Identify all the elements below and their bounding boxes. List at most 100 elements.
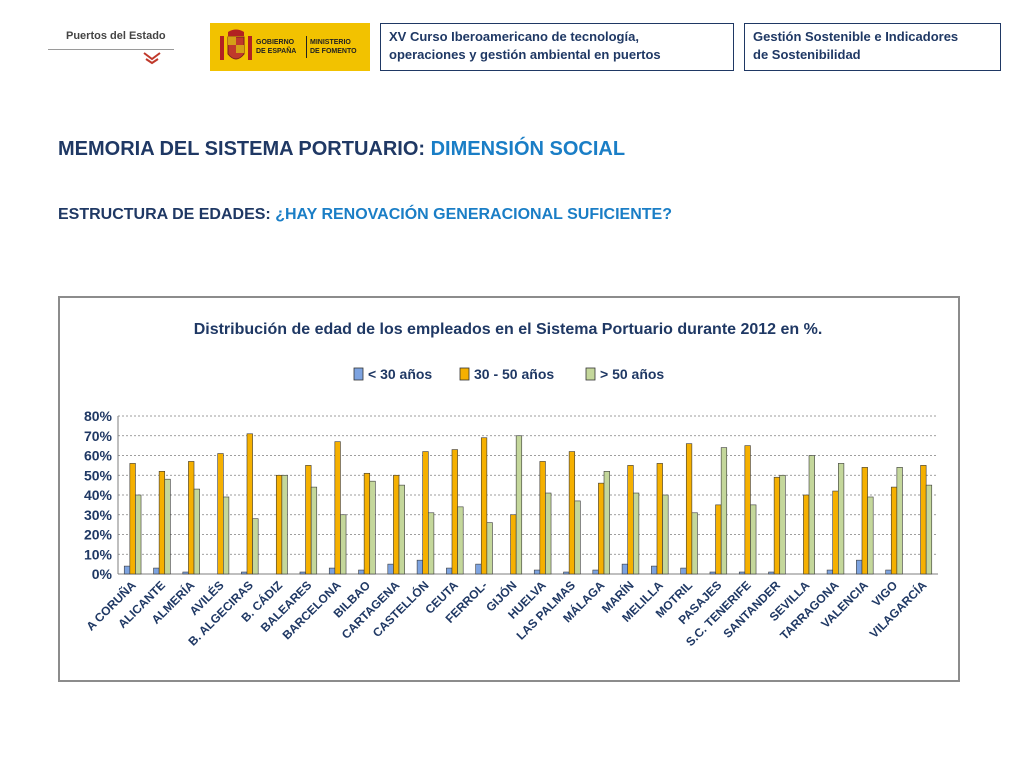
bar: [680, 567, 687, 575]
gestion-line-2: de Sostenibilidad: [753, 47, 861, 62]
bar: [510, 514, 517, 575]
y-tick-label: 40%: [84, 487, 113, 503]
bar: [720, 447, 728, 575]
bar: [563, 571, 570, 575]
bar: [768, 571, 775, 575]
legend-swatch-1: [459, 367, 470, 381]
gobierno-text: GOBIERNO DE ESPAÑA: [256, 39, 297, 55]
y-tick-label: 30%: [84, 507, 113, 523]
bar: [779, 474, 786, 575]
bar: [486, 522, 493, 575]
legend-label-0: < 30 años: [368, 366, 432, 382]
bar: [738, 571, 746, 575]
bar: [223, 496, 230, 575]
bar: [328, 567, 336, 575]
y-tick-label: 80%: [84, 408, 113, 424]
bar: [545, 492, 552, 575]
bar: [123, 565, 131, 575]
y-tick-label: 10%: [84, 546, 113, 562]
bar: [627, 465, 634, 575]
bar: [920, 465, 927, 575]
bar: [188, 461, 195, 575]
bar: [826, 569, 833, 575]
bar: [252, 518, 259, 575]
slide-title-accent: DIMENSIÓN SOCIAL: [430, 138, 626, 160]
bar: [299, 571, 306, 575]
bar: [451, 449, 458, 575]
bar: [193, 488, 200, 575]
age-distribution-chart: Distribución de edad de los empleados en…: [58, 296, 960, 682]
bar: [744, 445, 751, 575]
bar: [651, 565, 658, 575]
gobierno-logo: GOBIERNO DE ESPAÑA MINISTERIO DE FOMENTO: [210, 23, 370, 71]
legend-swatch-0: [353, 367, 364, 381]
y-tick-label: 0%: [92, 566, 113, 582]
chart-canvas: Distribución de edad de los empleados en…: [83, 321, 938, 649]
bar: [275, 474, 283, 575]
bar: [867, 496, 874, 575]
y-tick-label: 70%: [84, 428, 113, 444]
bar: [358, 569, 365, 575]
bar: [574, 500, 581, 575]
bar: [568, 451, 576, 575]
gestion-line-1: Gestión Sostenible e Indicadores: [753, 29, 959, 44]
y-tick-label: 60%: [84, 448, 113, 464]
bar: [539, 461, 546, 575]
legend-label-1: 30 - 50 años: [474, 366, 554, 382]
bar: [773, 476, 781, 575]
bar: [837, 463, 845, 575]
bar: [135, 494, 142, 575]
bar: [832, 490, 839, 575]
ministerio-text: MINISTERIO DE FOMENTO: [310, 39, 357, 55]
bar: [393, 474, 400, 575]
bar: [632, 492, 640, 575]
bar: [427, 512, 435, 575]
legend-swatch-2: [585, 367, 596, 381]
logo-divider: [48, 49, 174, 50]
course-line-2: operaciones y gestión ambiental en puert…: [389, 47, 661, 62]
chart-title: Distribución de edad de los empleados en…: [194, 321, 823, 338]
bar: [217, 453, 224, 575]
bar: [709, 571, 716, 575]
bar: [310, 486, 318, 575]
slide-subtitle-main: ESTRUCTURA DE EDADES:: [58, 206, 276, 223]
slide-subtitle: ESTRUCTURA DE EDADES: ¿HAY RENOVACIÓN GE…: [58, 206, 672, 224]
slide-title-main: MEMORIA DEL SISTEMA PORTUARIO:: [58, 138, 431, 160]
bar: [715, 504, 722, 575]
bar: [592, 569, 599, 575]
bar: [691, 512, 698, 575]
bar: [281, 474, 288, 575]
bar: [925, 484, 933, 575]
course-line-1: XV Curso Iberoamericano de tecnología,: [389, 29, 639, 44]
y-tick-label: 50%: [84, 467, 113, 483]
bar: [241, 571, 248, 575]
bar: [182, 571, 189, 575]
bar: [662, 494, 669, 575]
bar: [885, 569, 892, 575]
bar: [457, 506, 464, 575]
gestion-header-box: Gestión Sostenible e Indicadores de Sost…: [744, 23, 1001, 71]
bar: [598, 482, 605, 575]
bar: [603, 471, 610, 575]
bar: [129, 463, 136, 575]
course-header-box: XV Curso Iberoamericano de tecnología, o…: [380, 23, 734, 71]
bar: [416, 559, 424, 575]
bar: [422, 451, 429, 575]
bar: [475, 563, 482, 575]
bar: [340, 514, 347, 575]
y-tick-label: 20%: [84, 527, 113, 543]
bar: [363, 472, 371, 575]
bar: [334, 441, 341, 575]
bar: [750, 504, 757, 575]
bar: [685, 443, 693, 575]
coat-of-arms-icon: [220, 29, 252, 60]
bar: [480, 437, 488, 575]
slide-title: MEMORIA DEL SISTEMA PORTUARIO: DIMENSIÓN…: [58, 138, 625, 161]
bar: [369, 480, 376, 575]
bar: [656, 463, 663, 575]
bar: [861, 467, 868, 575]
legend-label-2: > 50 años: [600, 366, 664, 382]
bar: [890, 486, 898, 575]
bar: [387, 563, 394, 575]
puertos-logo-text: Puertos del Estado: [66, 30, 166, 42]
